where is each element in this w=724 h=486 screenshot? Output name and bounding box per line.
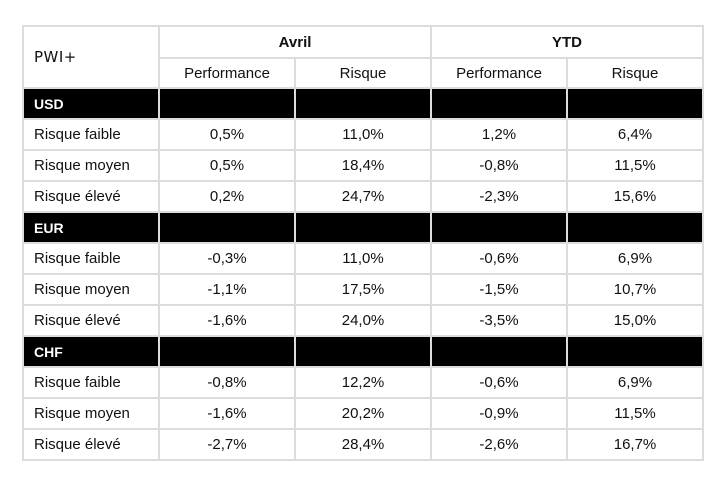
table-row: Risque moyen -1,1% 17,5% -1,5% 10,7% xyxy=(22,273,705,306)
value-cell: 6,9% xyxy=(566,242,705,275)
value-cell: 11,5% xyxy=(566,397,705,430)
section-row-usd: USD xyxy=(22,87,705,120)
table-row: Risque élevé -1,6% 24,0% -3,5% 15,0% xyxy=(22,304,705,337)
value-cell: 0,2% xyxy=(158,180,296,213)
section-currency-label: CHF xyxy=(22,335,160,368)
value-cell: 16,7% xyxy=(566,428,705,461)
row-label: Risque élevé xyxy=(22,304,160,337)
value-cell: 10,7% xyxy=(566,273,705,306)
header-group-avril: Avril xyxy=(157,25,433,59)
row-label: Risque moyen xyxy=(22,149,160,182)
value-cell: -1,5% xyxy=(430,273,569,306)
section-row-chf: CHF xyxy=(22,335,705,368)
value-cell: -0,8% xyxy=(430,149,569,182)
section-fill-cell xyxy=(430,211,569,244)
row-label: Risque moyen xyxy=(22,397,160,430)
header-performance-avril: Performance xyxy=(158,57,296,89)
header-group-row: PWI+ Avril YTD xyxy=(22,25,705,89)
value-cell: 11,0% xyxy=(293,118,433,151)
section-fill-cell xyxy=(566,87,705,120)
section-row-eur: EUR xyxy=(22,211,705,244)
value-cell: -1,6% xyxy=(158,397,296,430)
section-fill-cell xyxy=(430,335,569,368)
table-row: Risque moyen -1,6% 20,2% -0,9% 11,5% xyxy=(22,397,705,430)
value-cell: 11,5% xyxy=(566,149,705,182)
section-fill-cell xyxy=(158,211,296,244)
section-fill-cell xyxy=(158,335,296,368)
value-cell: 6,9% xyxy=(566,366,705,399)
value-cell: 24,7% xyxy=(293,180,433,213)
header-sub-row: Performance Risque Performance Risque xyxy=(23,57,705,89)
performance-table: PWI+ Avril YTD Performance Risque Perfor… xyxy=(22,25,705,461)
value-cell: 18,4% xyxy=(293,149,433,182)
value-cell: -2,3% xyxy=(430,180,569,213)
section-fill-cell xyxy=(293,335,433,368)
section-fill-cell xyxy=(293,211,433,244)
header-risque-ytd: Risque xyxy=(566,57,705,89)
section-fill-cell xyxy=(430,87,569,120)
section-fill-cell xyxy=(566,335,705,368)
table-row: Risque faible -0,3% 11,0% -0,6% 6,9% xyxy=(22,242,705,275)
table-row: Risque faible 0,5% 11,0% 1,2% 6,4% xyxy=(22,118,705,151)
row-label: Risque élevé xyxy=(22,180,160,213)
value-cell: -0,3% xyxy=(158,242,296,275)
row-label: Risque faible xyxy=(22,366,160,399)
value-cell: 17,5% xyxy=(293,273,433,306)
section-currency-label: EUR xyxy=(22,211,160,244)
value-cell: -0,6% xyxy=(430,242,569,275)
value-cell: -1,1% xyxy=(158,273,296,306)
value-cell: -2,7% xyxy=(158,428,296,461)
value-cell: 28,4% xyxy=(293,428,433,461)
value-cell: 1,2% xyxy=(430,118,569,151)
value-cell: 12,2% xyxy=(293,366,433,399)
section-currency-label: USD xyxy=(22,87,160,120)
row-label: Risque moyen xyxy=(22,273,160,306)
section-fill-cell xyxy=(158,87,296,120)
value-cell: 11,0% xyxy=(293,242,433,275)
row-label: Risque faible xyxy=(22,242,160,275)
value-cell: 20,2% xyxy=(293,397,433,430)
header-group-ytd: YTD xyxy=(430,25,705,59)
value-cell: -0,8% xyxy=(158,366,296,399)
value-cell: 15,0% xyxy=(566,304,705,337)
section-fill-cell xyxy=(293,87,433,120)
table-row: Risque élevé 0,2% 24,7% -2,3% 15,6% xyxy=(22,180,705,213)
value-cell: -0,9% xyxy=(430,397,569,430)
table-body: USD Risque faible 0,5% 11,0% 1,2% 6,4% Risque … xyxy=(22,87,705,461)
row-label: Risque faible xyxy=(22,118,160,151)
value-cell: -0,6% xyxy=(430,366,569,399)
row-label: Risque élevé xyxy=(22,428,160,461)
value-cell: -3,5% xyxy=(430,304,569,337)
value-cell: -1,6% xyxy=(158,304,296,337)
value-cell: 0,5% xyxy=(158,149,296,182)
value-cell: -2,6% xyxy=(430,428,569,461)
value-cell: 24,0% xyxy=(293,304,433,337)
value-cell: 15,6% xyxy=(566,180,705,213)
table-row: Risque moyen 0,5% 18,4% -0,8% 11,5% xyxy=(22,149,705,182)
table-row: Risque élevé -2,7% 28,4% -2,6% 16,7% xyxy=(22,428,705,461)
value-cell: 6,4% xyxy=(566,118,705,151)
table-header: PWI+ Avril YTD Performance Risque Perfor… xyxy=(22,25,705,89)
header-risque-avril: Risque xyxy=(293,57,433,89)
brand-title: PWI+ xyxy=(22,25,160,89)
table-row: Risque faible -0,8% 12,2% -0,6% 6,9% xyxy=(22,366,705,399)
value-cell: 0,5% xyxy=(158,118,296,151)
section-fill-cell xyxy=(566,211,705,244)
header-performance-ytd: Performance xyxy=(430,57,569,89)
